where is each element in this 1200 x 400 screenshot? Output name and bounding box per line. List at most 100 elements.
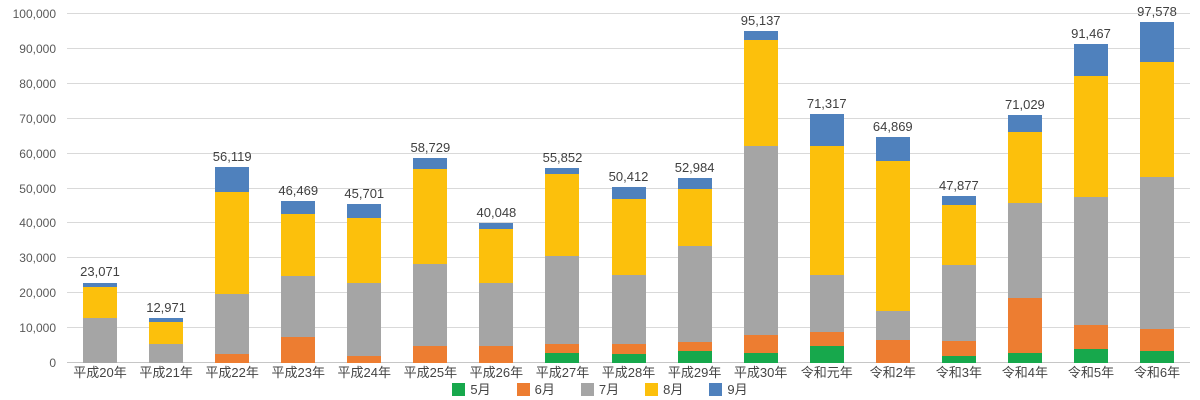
bar-平成30年: [743, 31, 778, 363]
bar-平成26年: [479, 223, 514, 363]
x-axis-label: 平成30年: [733, 365, 788, 380]
bar-平成20年: [83, 282, 118, 363]
bar-segment-6月: [677, 342, 712, 351]
bar-segment-6月: [413, 346, 448, 363]
legend-swatch-icon: [516, 382, 530, 396]
x-axis-label: 令和元年: [800, 365, 853, 380]
bar-total-label: 46,469: [278, 182, 319, 198]
y-axis-tick-label: 10,000: [19, 321, 56, 336]
bar-segment-8月: [875, 160, 910, 312]
bar-segment-9月: [149, 317, 184, 323]
bar-令和6年: [1140, 22, 1175, 363]
y-axis-tick-label: 40,000: [19, 216, 56, 231]
bar-total-label: 50,412: [608, 169, 649, 185]
bar-slot: 71,029: [992, 14, 1058, 363]
legend: 5月 6月 7月 8月 9月: [0, 380, 1200, 398]
x-axis: 平成20年 平成21年 平成22年 平成23年 平成24年 平成25年 平成26年 平成27年…: [67, 366, 1190, 379]
bar-segment-5月: [941, 356, 976, 363]
x-axis-label: 令和6年: [1133, 365, 1181, 380]
bar-segment-5月: [611, 353, 646, 363]
bar-segment-7月: [149, 344, 184, 363]
bar-slot: 55,852: [529, 14, 595, 363]
legend-swatch-icon: [580, 382, 594, 396]
x-axis-label: 平成26年: [469, 365, 524, 380]
bar-segment-6月: [1073, 325, 1108, 350]
bar-segment-9月: [1007, 115, 1042, 133]
bar-segment-7月: [83, 317, 118, 363]
x-axis-label: 令和4年: [1001, 365, 1049, 380]
bar-segment-9月: [545, 168, 580, 174]
bar-total-label: 55,852: [542, 150, 583, 166]
bar-segment-9月: [743, 31, 778, 40]
legend-swatch-icon: [645, 382, 659, 396]
bar-segment-7月: [479, 282, 514, 347]
bar-total-label: 71,317: [806, 96, 847, 112]
legend-item-5月: 5月: [452, 382, 491, 396]
bar-segment-7月: [413, 264, 448, 347]
bar-segment-8月: [545, 173, 580, 257]
bar-slot: 64,869: [860, 14, 926, 363]
x-axis-label: 平成28年: [601, 365, 656, 380]
bar-segment-9月: [281, 200, 316, 215]
bar-segment-6月: [347, 356, 382, 363]
bar-segment-7月: [743, 146, 778, 336]
y-axis-tick-label: 50,000: [19, 181, 56, 196]
x-axis-label: 平成24年: [337, 365, 392, 380]
bar-segment-6月: [281, 337, 316, 363]
bar-segment-9月: [347, 203, 382, 219]
bar-segment-9月: [413, 158, 448, 169]
bar-segment-8月: [413, 168, 448, 265]
bar-slot: 52,984: [662, 14, 728, 363]
bar-segment-7月: [1007, 202, 1042, 298]
bar-segment-7月: [809, 275, 844, 333]
bar-segment-9月: [1073, 43, 1108, 76]
bar-segment-5月: [1140, 351, 1175, 363]
bar-segment-8月: [83, 286, 118, 318]
bar-segment-9月: [809, 114, 844, 146]
bar-segment-9月: [1140, 22, 1175, 62]
bar-segment-8月: [611, 198, 646, 275]
legend-label: 6月: [534, 381, 555, 397]
legend-swatch-icon: [452, 382, 466, 396]
bar-slot: 91,467: [1058, 14, 1124, 363]
bar-total-label: 23,071: [80, 264, 120, 280]
x-axis-label: 平成27年: [535, 365, 590, 380]
bar-令和元年: [809, 114, 844, 363]
bar-segment-7月: [1073, 197, 1108, 326]
bar-segment-8月: [941, 204, 976, 265]
bar-令和2年: [875, 136, 910, 363]
gridline: [67, 117, 1190, 119]
bar-segment-5月: [743, 353, 778, 363]
bar-total-label: 40,048: [476, 205, 517, 221]
y-axis: 0 10,000 20,000 30,000 40,000 50,000 60,000 70,…: [0, 8, 56, 369]
y-axis-tick-label: 0: [49, 356, 56, 370]
bar-slot: 71,317: [794, 14, 860, 363]
bar-total-label: 97,578: [1137, 4, 1177, 20]
bar-total-label: 45,701: [344, 185, 385, 201]
y-axis-tick-label: 20,000: [19, 286, 56, 301]
bar-segment-7月: [941, 265, 976, 342]
x-axis-label: 令和2年: [869, 365, 916, 380]
bar-segment-6月: [941, 341, 976, 357]
bar-令和4年: [1007, 115, 1042, 363]
bar-平成25年: [413, 158, 448, 363]
x-axis-label: 平成25年: [403, 365, 458, 380]
bar-segment-7月: [1140, 177, 1175, 330]
bar-slot: 95,137: [728, 14, 794, 363]
bar-segment-9月: [83, 282, 118, 287]
bar-平成24年: [347, 203, 382, 363]
bar-total-label: 58,729: [410, 140, 451, 156]
x-axis-label: 平成21年: [139, 365, 193, 380]
bar-segment-8月: [215, 192, 250, 294]
bar-slot: 12,971: [133, 14, 199, 363]
bar-slot: 45,701: [331, 14, 397, 363]
bar-segment-5月: [545, 352, 580, 363]
bar-segment-8月: [677, 188, 712, 247]
gridline: [67, 82, 1190, 84]
bar-segment-5月: [677, 350, 712, 363]
bar-segment-9月: [479, 223, 514, 230]
bar-segment-5月: [1073, 349, 1108, 363]
bar-segment-5月: [1007, 353, 1042, 363]
bar-平成23年: [281, 200, 316, 363]
bar-segment-7月: [215, 293, 250, 355]
